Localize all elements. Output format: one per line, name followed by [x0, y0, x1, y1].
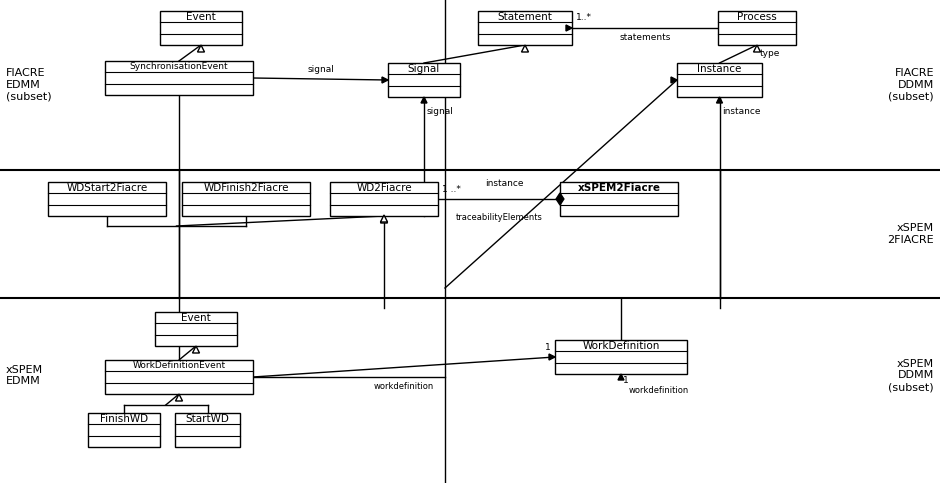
Text: FIACRE
DDMM
(subset): FIACRE DDMM (subset): [888, 69, 934, 101]
Text: xSPEM
2FIACRE: xSPEM 2FIACRE: [887, 223, 934, 245]
Polygon shape: [566, 25, 572, 31]
Polygon shape: [176, 394, 182, 401]
Text: FinishWD: FinishWD: [100, 413, 149, 424]
Bar: [105, 61, 253, 95]
Text: Statement: Statement: [497, 12, 553, 22]
Polygon shape: [754, 45, 760, 52]
Text: 1..*: 1..*: [576, 13, 592, 22]
Text: 1: 1: [623, 376, 629, 385]
Bar: [478, 11, 572, 45]
Polygon shape: [618, 374, 624, 380]
Text: xSPEM
EDMM: xSPEM EDMM: [6, 365, 43, 386]
Text: Event: Event: [181, 313, 211, 323]
Text: xSPEM
DDMM
(subset): xSPEM DDMM (subset): [888, 359, 934, 392]
Text: signal: signal: [427, 107, 454, 116]
Polygon shape: [193, 346, 199, 353]
Polygon shape: [382, 77, 388, 83]
Text: workdefinition: workdefinition: [629, 386, 689, 395]
Polygon shape: [381, 216, 387, 223]
Text: instance: instance: [723, 107, 761, 116]
Bar: [718, 11, 796, 45]
Text: type: type: [760, 49, 780, 58]
Bar: [155, 312, 237, 346]
Text: Signal: Signal: [408, 64, 440, 74]
Polygon shape: [522, 45, 528, 52]
Text: FIACRE
EDMM
(subset): FIACRE EDMM (subset): [6, 69, 52, 101]
Text: traceabilityElements: traceabilityElements: [456, 213, 542, 222]
Text: StartWD: StartWD: [185, 413, 229, 424]
Text: statements: statements: [619, 33, 670, 42]
Bar: [677, 63, 762, 97]
Bar: [175, 413, 240, 447]
Text: xSPEM2Fiacre: xSPEM2Fiacre: [577, 183, 661, 193]
Text: WD2Fiacre: WD2Fiacre: [356, 183, 412, 193]
Text: signal: signal: [307, 65, 334, 74]
Bar: [48, 182, 166, 216]
Bar: [555, 340, 687, 374]
Text: Process: Process: [737, 12, 776, 22]
Text: WDFinish2Fiacre: WDFinish2Fiacre: [203, 183, 289, 193]
Text: 1: 1: [545, 343, 551, 352]
Text: SynchronisationEvent: SynchronisationEvent: [130, 62, 228, 71]
Bar: [330, 182, 438, 216]
Text: workdefinition: workdefinition: [374, 382, 434, 391]
Text: WorkDefinition: WorkDefinition: [582, 341, 660, 351]
Bar: [105, 360, 253, 394]
Bar: [388, 63, 460, 97]
Bar: [88, 413, 160, 447]
Polygon shape: [549, 354, 555, 360]
Polygon shape: [716, 97, 723, 103]
Polygon shape: [556, 193, 564, 205]
Polygon shape: [671, 77, 677, 83]
Bar: [160, 11, 242, 45]
Bar: [560, 182, 678, 216]
Text: 1 ..*: 1 ..*: [442, 185, 461, 194]
Polygon shape: [421, 97, 427, 103]
Text: Instance: Instance: [697, 64, 742, 74]
Bar: [182, 182, 310, 216]
Text: WDStart2Fiacre: WDStart2Fiacre: [67, 183, 148, 193]
Polygon shape: [381, 215, 387, 222]
Text: WorkDefinitionEvent: WorkDefinitionEvent: [133, 361, 226, 370]
Text: instance: instance: [485, 180, 524, 188]
Text: Event: Event: [186, 12, 216, 22]
Polygon shape: [197, 45, 205, 52]
